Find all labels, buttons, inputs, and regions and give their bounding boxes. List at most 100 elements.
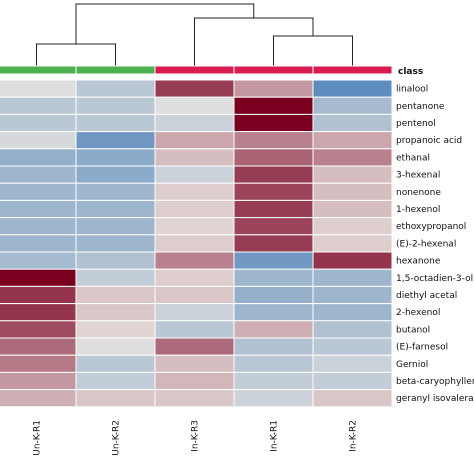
row-label: ethoxypropanol — [396, 222, 466, 232]
heatmap-cell — [75, 354, 156, 373]
column-labels: Un-K-R1 Un-K-R2 In-K-R3 In-K-R1 In-K-R2 — [33, 420, 359, 456]
dendrogram-branch — [75, 3, 255, 44]
heatmap-cell — [154, 199, 235, 219]
heatmap-cell — [312, 182, 393, 201]
class-bar — [0, 65, 393, 75]
heatmap-cell — [75, 217, 156, 236]
heatmap-cell — [154, 131, 235, 150]
dendrogram-branch — [273, 35, 353, 66]
heatmap-cell — [0, 303, 77, 322]
heatmap-cell — [233, 268, 314, 287]
heatmap-cell — [233, 337, 314, 356]
row-label: nonenone — [396, 188, 441, 198]
heatmap-cell — [0, 165, 77, 184]
row-label: butanol — [396, 325, 430, 335]
heatmap-cell — [75, 285, 156, 305]
heatmap-cell — [75, 371, 156, 391]
row-label: 1-hexenol — [396, 205, 440, 215]
row-label: 3-hexenal — [396, 171, 440, 181]
heatmap-cell — [233, 96, 314, 115]
heatmap-cell — [0, 131, 77, 150]
heatmap-cell — [75, 131, 156, 150]
heatmap-cell — [233, 148, 314, 167]
heatmap-cell — [75, 165, 156, 184]
row-label: hexanone — [396, 257, 441, 267]
heatmap-cell — [154, 148, 235, 167]
heatmap-cell — [233, 354, 314, 373]
heatmap-cells — [0, 79, 393, 408]
heatmap-cell — [312, 371, 393, 391]
heatmap-cell — [312, 285, 393, 305]
heatmap-cell — [0, 354, 77, 373]
row-label: diethyl acetal — [396, 291, 457, 301]
heatmap-cell — [154, 337, 235, 356]
class-bar-cell — [75, 65, 156, 75]
heatmap-cell — [233, 113, 314, 133]
heatmap-cell — [0, 268, 77, 287]
heatmap-cell — [154, 182, 235, 201]
heatmap-cell — [312, 148, 393, 167]
heatmap-cell — [75, 337, 156, 356]
heatmap-cell — [312, 217, 393, 236]
heatmap-cell — [233, 79, 314, 98]
column-label: Un-K-R1 — [33, 420, 43, 456]
heatmap-cell — [75, 268, 156, 287]
heatmap-cell — [312, 165, 393, 184]
heatmap-cell — [0, 234, 77, 253]
heatmap-cell — [233, 217, 314, 236]
heatmap-cell — [312, 199, 393, 219]
heatmap-cell — [154, 285, 235, 305]
heatmap-cell — [0, 96, 77, 115]
column-label: In-K-R3 — [191, 420, 201, 452]
heatmap-cell — [312, 113, 393, 133]
heatmap-cell — [154, 303, 235, 322]
heatmap-cell — [154, 251, 235, 270]
heatmap-cell — [0, 371, 77, 391]
heatmap-cell — [154, 371, 235, 391]
heatmap-cell — [312, 79, 393, 98]
heatmap-cell — [233, 165, 314, 184]
heatmap-cell — [312, 96, 393, 115]
heatmap-cell — [75, 320, 156, 339]
heatmap-cell — [154, 217, 235, 236]
row-label: ethanal — [396, 153, 430, 163]
heatmap-cell — [0, 217, 77, 236]
row-label: (E)-farnesol — [396, 343, 448, 353]
heatmap-cell — [75, 79, 156, 98]
heatmap-cell — [75, 148, 156, 167]
class-bar-cell — [233, 65, 314, 75]
heatmap-cell — [233, 389, 314, 408]
heatmap-cell — [233, 320, 314, 339]
heatmap-cell — [233, 199, 314, 219]
heatmap-cell — [233, 234, 314, 253]
heatmap-cell — [233, 303, 314, 322]
row-label: 1,5-octadien-3-ol — [396, 274, 473, 284]
row-label: propanoic acid — [396, 136, 462, 146]
heatmap-cell — [233, 371, 314, 391]
row-label: linalool — [396, 85, 428, 95]
heatmap-cell — [0, 320, 77, 339]
class-label: class — [398, 67, 423, 77]
heatmap-cell — [154, 96, 235, 115]
class-bar-cell — [0, 65, 77, 75]
heatmap-cell — [0, 113, 77, 133]
heatmap-cell — [0, 337, 77, 356]
heatmap-cell — [233, 285, 314, 305]
row-labels: linalool pentanone pentenol propanoic acid e… — [396, 85, 474, 405]
heatmap-cell — [75, 389, 156, 408]
heatmap-cell — [154, 113, 235, 133]
heatmap-cell — [154, 389, 235, 408]
class-bar-cell — [312, 65, 393, 75]
heatmap-cell — [312, 320, 393, 339]
heatmap-cell — [233, 182, 314, 201]
row-label: 2-hexenol — [396, 308, 440, 318]
heatmap-cell — [312, 234, 393, 253]
heatmap-cell — [0, 79, 77, 98]
column-dendrogram — [36, 3, 353, 66]
heatmap-cell — [75, 199, 156, 219]
heatmap-cell — [154, 234, 235, 253]
heatmap-cell — [154, 165, 235, 184]
heatmap-cell — [0, 389, 77, 408]
heatmap-cell — [0, 285, 77, 305]
